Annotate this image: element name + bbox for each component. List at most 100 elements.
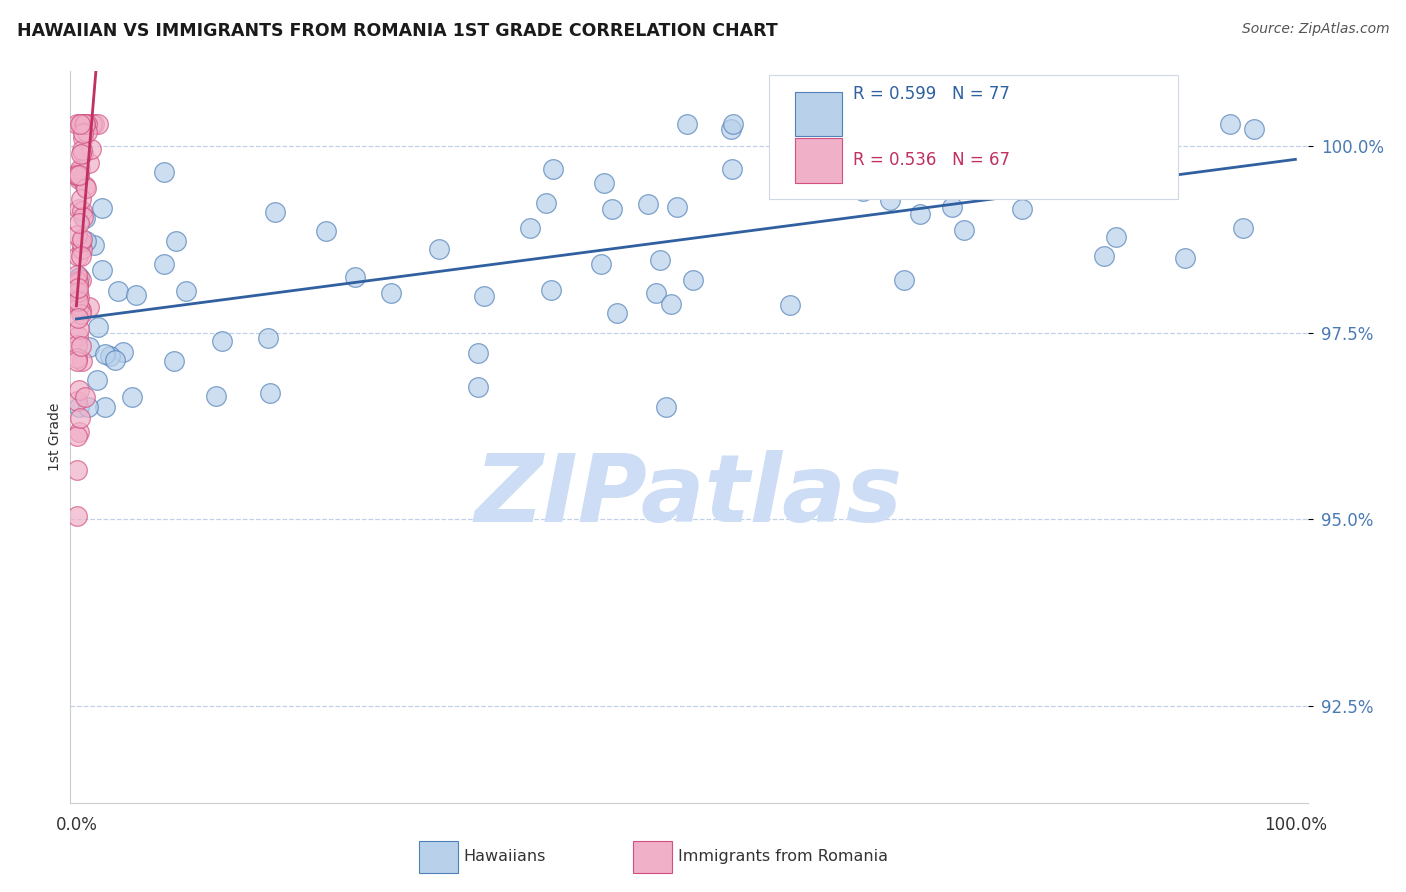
- Point: [592, 176, 614, 190]
- FancyBboxPatch shape: [633, 841, 672, 873]
- Point: [75, 117, 97, 131]
- Point: [472, 288, 495, 302]
- Point: [75, 181, 97, 195]
- FancyBboxPatch shape: [769, 75, 1178, 200]
- Point: [72, 131, 94, 145]
- Point: [165, 234, 187, 248]
- Point: [67, 299, 90, 313]
- Point: [682, 273, 704, 287]
- Point: [93, 401, 115, 415]
- Point: [98, 350, 121, 364]
- Point: [86, 374, 108, 388]
- Point: [107, 284, 129, 298]
- Point: [75, 234, 97, 248]
- Point: [676, 117, 699, 131]
- Point: [75, 211, 97, 225]
- Point: [90, 262, 112, 277]
- Point: [66, 311, 89, 326]
- Point: [257, 331, 280, 345]
- Point: [76, 125, 98, 139]
- Point: [650, 252, 672, 267]
- Point: [67, 216, 90, 230]
- Point: [80, 117, 103, 131]
- Point: [591, 257, 613, 271]
- Point: [263, 204, 285, 219]
- Point: [72, 146, 94, 161]
- Point: [205, 389, 228, 403]
- Point: [941, 200, 963, 214]
- Point: [66, 394, 89, 409]
- Point: [70, 302, 93, 317]
- Point: [661, 297, 683, 311]
- Text: HAWAIIAN VS IMMIGRANTS FROM ROMANIA 1ST GRADE CORRELATION CHART: HAWAIIAN VS IMMIGRANTS FROM ROMANIA 1ST …: [17, 22, 778, 40]
- Point: [67, 169, 90, 184]
- Point: [70, 339, 93, 353]
- Point: [77, 156, 100, 170]
- Point: [153, 257, 176, 271]
- Point: [543, 162, 565, 177]
- Point: [852, 184, 875, 198]
- Text: Hawaiians: Hawaiians: [464, 849, 546, 864]
- Point: [70, 147, 93, 161]
- Point: [721, 162, 744, 177]
- Point: [66, 328, 89, 343]
- Point: [952, 223, 974, 237]
- Point: [67, 321, 90, 335]
- Point: [76, 117, 98, 131]
- Point: [83, 237, 105, 252]
- Point: [67, 202, 90, 216]
- Point: [1097, 178, 1119, 193]
- Point: [720, 122, 742, 136]
- Point: [70, 232, 93, 246]
- Point: [66, 338, 89, 352]
- Point: [112, 344, 135, 359]
- Point: [721, 117, 744, 131]
- Point: [1011, 202, 1033, 216]
- Point: [602, 202, 624, 216]
- Point: [70, 117, 93, 131]
- Point: [83, 117, 105, 131]
- Point: [534, 196, 557, 211]
- FancyBboxPatch shape: [796, 138, 842, 183]
- Point: [153, 164, 176, 178]
- FancyBboxPatch shape: [796, 92, 842, 136]
- Point: [67, 271, 90, 285]
- Point: [69, 117, 91, 131]
- Point: [779, 298, 801, 312]
- Point: [344, 269, 367, 284]
- Point: [67, 164, 90, 178]
- Point: [879, 194, 901, 208]
- Point: [67, 401, 90, 415]
- Point: [67, 425, 90, 439]
- Point: [910, 207, 932, 221]
- Text: R = 0.599   N = 77: R = 0.599 N = 77: [853, 85, 1011, 103]
- Point: [69, 410, 91, 425]
- Point: [72, 143, 94, 157]
- Point: [73, 390, 96, 404]
- Point: [79, 142, 101, 156]
- Point: [211, 334, 233, 349]
- Text: R = 0.536   N = 67: R = 0.536 N = 67: [853, 152, 1011, 169]
- Point: [69, 192, 91, 206]
- Point: [467, 380, 489, 394]
- Point: [76, 401, 98, 415]
- Point: [1219, 117, 1241, 131]
- Point: [467, 346, 489, 360]
- Point: [67, 277, 90, 292]
- Point: [66, 508, 89, 523]
- Point: [66, 274, 89, 288]
- Point: [69, 306, 91, 320]
- Point: [66, 285, 89, 299]
- Point: [69, 273, 91, 287]
- Point: [73, 117, 96, 131]
- Point: [540, 283, 562, 297]
- Point: [988, 139, 1011, 153]
- Text: Source: ZipAtlas.com: Source: ZipAtlas.com: [1241, 22, 1389, 37]
- Point: [163, 353, 186, 368]
- Point: [104, 353, 127, 368]
- Point: [70, 243, 93, 257]
- Point: [315, 224, 337, 238]
- Point: [1105, 230, 1128, 244]
- Point: [1174, 251, 1197, 265]
- Point: [66, 282, 89, 296]
